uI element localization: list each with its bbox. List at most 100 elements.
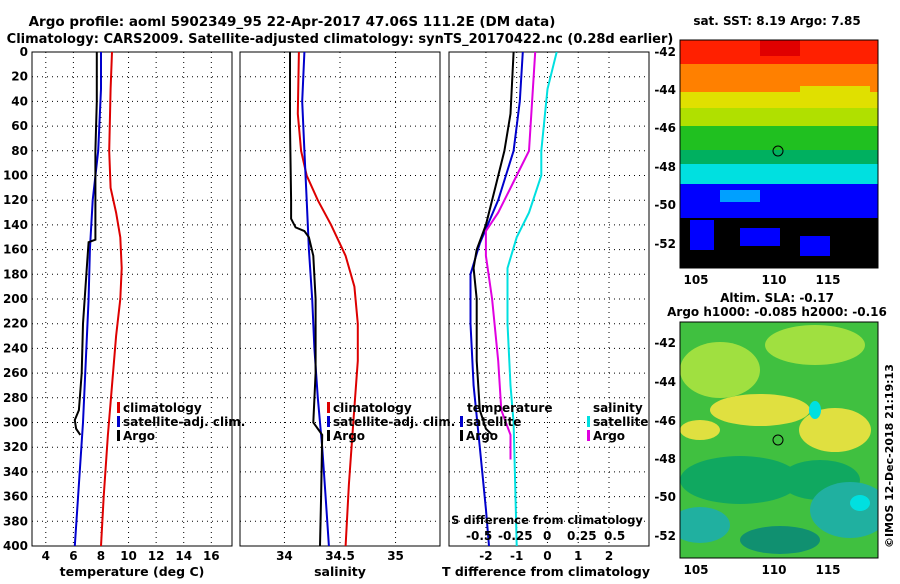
map-x-tick: 105	[683, 563, 708, 577]
legend-label-salinity: salinity	[593, 401, 643, 415]
sst-map	[680, 40, 878, 268]
x-tick-label: 34	[276, 549, 293, 563]
salinity-difference-top-label: S difference from climatology	[451, 513, 643, 527]
series-line-climatology	[100, 52, 123, 546]
map-y-tick: -48	[654, 160, 676, 174]
map-y-tick: -50	[654, 490, 676, 504]
y-tick-label: 400	[3, 539, 28, 553]
legend-label-temp-argo: Argo	[466, 429, 498, 443]
x-tick-label: 6	[69, 549, 77, 563]
y-tick-label: 260	[3, 366, 28, 380]
x-tick-label: 14	[175, 549, 192, 563]
map-y-tick: -52	[654, 529, 676, 543]
x-tick-label: 1	[574, 549, 582, 563]
legend-swatch-temp-satellite	[460, 416, 463, 427]
map-x-tick: 105	[683, 273, 708, 287]
sla-argo-location-marker	[772, 434, 784, 446]
sst-map-frame	[679, 39, 879, 269]
sla-map-title-line1: Altim. SLA: -0.17	[720, 291, 834, 305]
legend-label-sal-satellite: satellite	[593, 415, 648, 429]
map-y-tick: -42	[654, 45, 676, 59]
s-diff-tick: 0.5	[604, 529, 625, 543]
salinity-legend: climatology satellite-adj. clim. Argo	[327, 401, 455, 443]
x-tick-label: 34.5	[325, 549, 355, 563]
series-line-climatology	[296, 52, 359, 546]
y-tick-label: 20	[11, 70, 28, 84]
temperature-legend: climatology satellite-adj. clim. Argo	[117, 401, 245, 443]
y-tick-label: 160	[3, 243, 28, 257]
legend-swatch-temp-argo	[460, 430, 463, 441]
legend-swatch-satellite	[117, 416, 120, 427]
sla-map-title-line2: Argo h1000: -0.085 h2000: -0.16	[667, 305, 887, 319]
x-tick-label: -2	[479, 549, 492, 563]
legend-label-argo: Argo	[333, 429, 365, 443]
map-y-tick: -42	[654, 336, 676, 350]
temperature-axis-label: temperature (deg C)	[60, 564, 205, 579]
y-tick-label: 120	[3, 193, 28, 207]
difference-legend: temperature satellite Argo salinity sate…	[460, 401, 648, 443]
salinity-axis-label: salinity	[314, 564, 366, 579]
sla-map-yticks: -42 -44 -46 -48 -50 -52	[654, 336, 676, 543]
map-x-tick: 110	[761, 273, 786, 287]
legend-label-sal-argo: Argo	[593, 429, 625, 443]
legend-swatch-climatology	[327, 402, 330, 413]
x-tick-label: 2	[605, 549, 613, 563]
sst-argo-location-marker	[772, 145, 784, 157]
x-tick-label: 8	[97, 549, 105, 563]
map-x-tick: 110	[761, 563, 786, 577]
legend-swatch-sal-argo	[587, 430, 590, 441]
series-line-argo	[73, 52, 98, 436]
y-tick-label: 360	[3, 490, 28, 504]
s-diff-tick: 0	[543, 529, 551, 543]
sla-map	[680, 322, 878, 558]
s-diff-tick: -0.25	[498, 529, 533, 543]
legend-swatch-argo	[117, 430, 120, 441]
y-tick-label: 0	[20, 45, 28, 59]
x-tick-label: -1	[510, 549, 523, 563]
legend-swatch-satellite	[327, 416, 330, 427]
map-y-tick: -46	[654, 414, 676, 428]
s-diff-tick: -0.5	[466, 529, 492, 543]
y-tick-label: 320	[3, 440, 28, 454]
map-y-tick: -48	[654, 452, 676, 466]
legend-swatch-sal-satellite	[587, 416, 590, 427]
y-tick-label: 60	[11, 119, 28, 133]
y-tick-label: 100	[3, 169, 28, 183]
legend-swatch-argo	[327, 430, 330, 441]
x-tick-label: 4	[42, 549, 50, 563]
sst-map-title: sat. SST: 8.19 Argo: 7.85	[693, 14, 860, 28]
x-tick-label: 12	[148, 549, 165, 563]
y-tick-label: 280	[3, 391, 28, 405]
x-tick-label: 10	[120, 549, 137, 563]
sst-map-xticks: 105 110 115	[683, 273, 840, 287]
series-line-temperature-satellite	[469, 52, 524, 546]
legend-label-climatology: climatology	[123, 401, 202, 415]
imos-credit: ©IMOS 12-Dec-2018 21:19:13	[883, 364, 896, 548]
y-tick-label: 180	[3, 267, 28, 281]
x-tick-label: 35	[387, 549, 404, 563]
s-diff-tick: 0.25	[567, 529, 597, 543]
map-y-tick: -44	[654, 83, 676, 97]
header-title-line1: Argo profile: aoml 5902349_95 22-Apr-201…	[29, 14, 556, 30]
y-tick-label: 220	[3, 317, 28, 331]
legend-label-climatology: climatology	[333, 401, 412, 415]
y-tick-label: 140	[3, 218, 28, 232]
y-tick-label: 340	[3, 465, 28, 479]
map-y-tick: -44	[654, 375, 676, 389]
sla-map-xticks: 105 110 115	[683, 563, 840, 577]
map-y-tick: -52	[654, 237, 676, 251]
series-line-temperature-argo	[472, 52, 515, 436]
salinity-difference-ticks: -0.5 -0.25 0 0.25 0.5	[466, 529, 625, 543]
sla-map-frame	[679, 321, 879, 559]
series-line-argo	[289, 52, 324, 546]
legend-label-satellite: satellite-adj. clim.	[123, 415, 245, 429]
y-tick-label: 380	[3, 514, 28, 528]
legend-label-satellite: satellite-adj. clim.	[333, 415, 455, 429]
series-line-satellite-adj-clim-	[73, 52, 102, 546]
y-tick-label: 80	[11, 144, 28, 158]
series-line-satellite-adj-clim-	[301, 52, 330, 546]
header-title-line2: Climatology: CARS2009. Satellite-adjuste…	[7, 32, 674, 47]
map-y-tick: -46	[654, 121, 676, 135]
map-x-tick: 115	[815, 563, 840, 577]
sst-map-yticks: -42 -44 -46 -48 -50 -52	[654, 45, 676, 251]
